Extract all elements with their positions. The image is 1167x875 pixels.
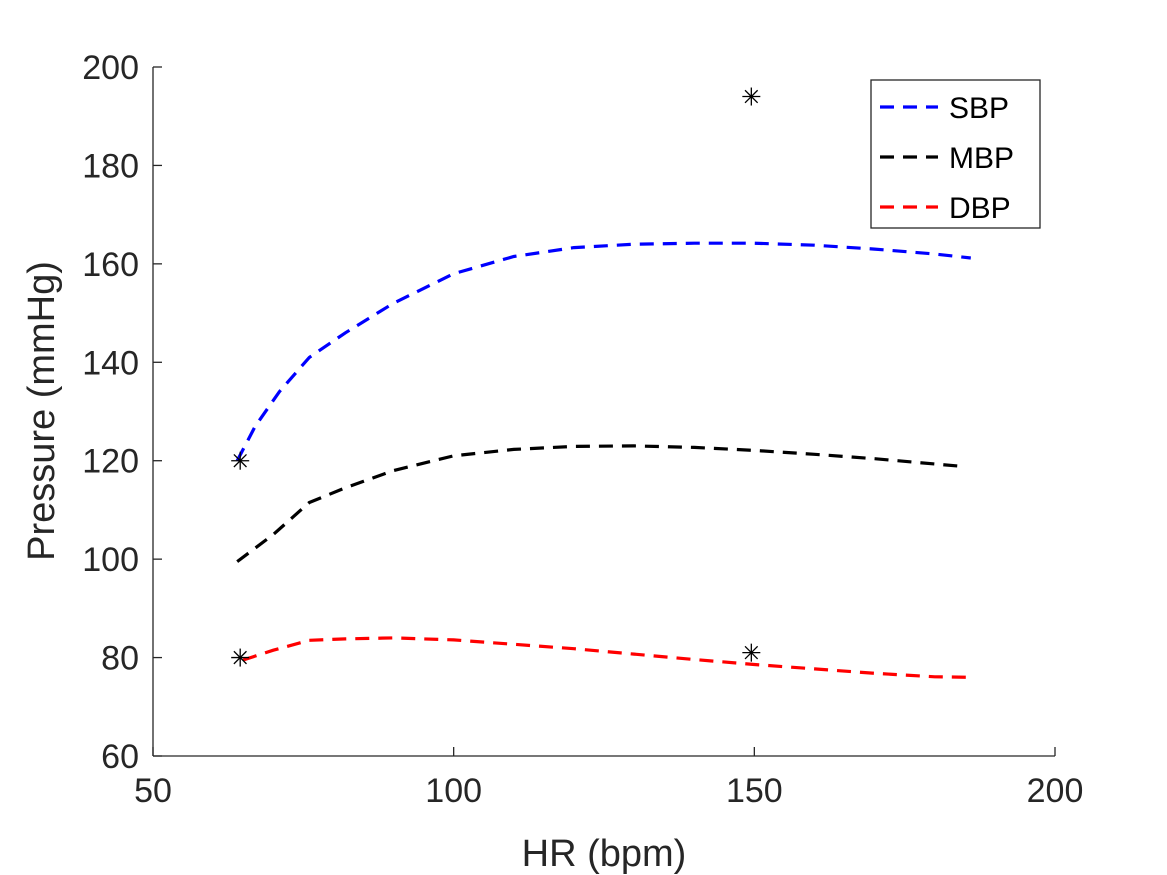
y-tick-label: 60 xyxy=(101,738,139,776)
y-tick-label: 180 xyxy=(82,147,139,185)
marker-layer xyxy=(231,87,761,667)
legend-label-sbp: SBP xyxy=(949,92,1009,125)
series-mbp-line xyxy=(236,444,959,563)
y-tick-label: 120 xyxy=(82,443,139,481)
x-tick-label: 200 xyxy=(1027,772,1084,810)
y-axis-label: Pressure (mmHg) xyxy=(21,261,63,561)
asterisk-marker xyxy=(742,643,761,662)
asterisk-marker xyxy=(742,87,761,106)
legend-label-dbp: DBP xyxy=(949,192,1011,225)
y-tick-label: 200 xyxy=(82,49,139,87)
x-tick-label: 50 xyxy=(134,772,172,810)
y-tick-label: 100 xyxy=(82,541,139,579)
x-tick-label: 100 xyxy=(425,772,482,810)
y-tick-label: 140 xyxy=(82,344,139,382)
x-tick-label: 150 xyxy=(726,772,783,810)
x-axis-label: HR (bpm) xyxy=(522,833,687,875)
series-sbp-line xyxy=(235,241,971,462)
legend: SBP MBP DBP xyxy=(870,79,1041,229)
asterisk-marker xyxy=(231,451,250,470)
axes: 50 100 150 200 60 80 100 120 140 160 180 200 xyxy=(82,49,1083,810)
legend-label-mbp: MBP xyxy=(949,142,1014,175)
series-dbp-line xyxy=(242,636,971,679)
series-layer xyxy=(235,241,971,679)
y-tick-label: 160 xyxy=(82,246,139,284)
asterisk-marker xyxy=(231,648,250,667)
y-tick-label: 80 xyxy=(101,640,139,678)
legend-box xyxy=(870,79,1041,229)
